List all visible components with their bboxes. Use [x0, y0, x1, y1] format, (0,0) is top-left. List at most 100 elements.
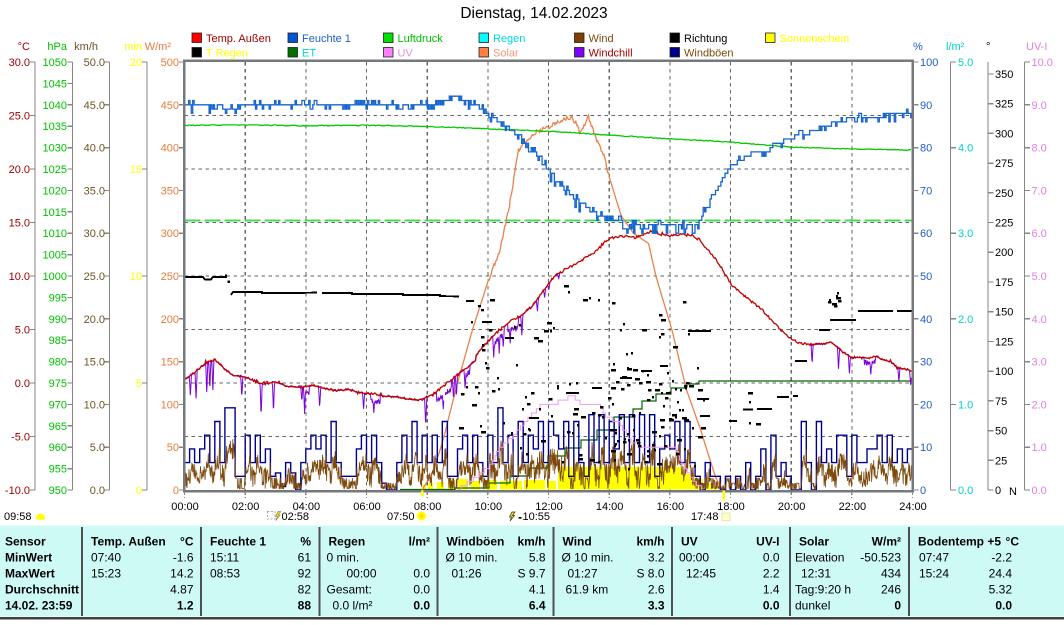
- svg-text:5.8: 5.8: [529, 551, 546, 565]
- svg-text:82: 82: [298, 583, 312, 597]
- svg-text:W/m²: W/m²: [872, 535, 901, 549]
- svg-text:Durchschnitt: Durchschnitt: [5, 583, 79, 597]
- svg-text:04:00: 04:00: [293, 501, 321, 513]
- svg-text:200: 200: [161, 314, 179, 326]
- svg-text:0.0: 0.0: [15, 378, 30, 390]
- svg-text:°C: °C: [1006, 535, 1020, 549]
- svg-text:km/h: km/h: [636, 535, 664, 549]
- svg-text:17:48: 17:48: [691, 511, 719, 523]
- svg-text:3.2: 3.2: [648, 551, 665, 565]
- svg-text:5.0: 5.0: [15, 325, 30, 337]
- svg-text:1035: 1035: [43, 121, 67, 133]
- svg-text:1015: 1015: [43, 207, 67, 219]
- svg-text:250: 250: [995, 188, 1013, 200]
- svg-text:24:00: 24:00: [899, 501, 927, 513]
- svg-text:1.0: 1.0: [958, 399, 973, 411]
- svg-text:1030: 1030: [43, 143, 67, 155]
- svg-text:1020: 1020: [43, 185, 67, 197]
- svg-text:88: 88: [298, 599, 312, 613]
- svg-text:246: 246: [881, 583, 901, 597]
- svg-text:4.0: 4.0: [958, 143, 973, 155]
- svg-text:20: 20: [920, 399, 932, 411]
- svg-text:Windchill: Windchill: [589, 48, 633, 60]
- svg-text:61.9 km: 61.9 km: [566, 583, 609, 597]
- svg-text:Wind: Wind: [589, 33, 614, 45]
- svg-text:12:45: 12:45: [686, 567, 716, 581]
- svg-text:92: 92: [298, 567, 312, 581]
- svg-text:975: 975: [49, 378, 67, 390]
- svg-text:14.02. 23:59: 14.02. 23:59: [5, 599, 73, 613]
- svg-text:1025: 1025: [43, 164, 67, 176]
- svg-text:Regen: Regen: [329, 535, 366, 549]
- svg-text:960: 960: [49, 442, 67, 454]
- svg-text:UV: UV: [398, 48, 414, 60]
- svg-text:Richtung: Richtung: [684, 33, 727, 45]
- svg-text:90: 90: [920, 100, 932, 112]
- svg-text:Solar: Solar: [493, 48, 519, 60]
- svg-text:4.0: 4.0: [1032, 314, 1047, 326]
- svg-text:N: N: [1009, 486, 1017, 498]
- svg-text:0.0: 0.0: [1032, 485, 1047, 497]
- svg-text:150: 150: [161, 357, 179, 369]
- svg-text:°C: °C: [18, 41, 30, 53]
- svg-text:08:00: 08:00: [414, 501, 442, 513]
- svg-text:80: 80: [920, 143, 932, 155]
- svg-text:125: 125: [995, 336, 1013, 348]
- svg-text:Luftdruck: Luftdruck: [398, 33, 444, 45]
- svg-text:10:55: 10:55: [523, 511, 551, 523]
- svg-text:2.0: 2.0: [1032, 399, 1047, 411]
- svg-text:-5.0: -5.0: [11, 432, 30, 444]
- svg-text:1050: 1050: [43, 57, 67, 69]
- svg-text:°: °: [986, 41, 990, 53]
- svg-text:Gesamt:: Gesamt:: [327, 583, 372, 597]
- svg-text:5.32: 5.32: [989, 583, 1013, 597]
- svg-text:km/h: km/h: [517, 535, 545, 549]
- svg-text:15:23: 15:23: [91, 567, 121, 581]
- svg-text:08:53: 08:53: [210, 567, 240, 581]
- svg-text:km/h: km/h: [74, 41, 98, 53]
- svg-text:14.2: 14.2: [170, 567, 194, 581]
- svg-text:15:11: 15:11: [210, 551, 239, 565]
- svg-text:10.0: 10.0: [1032, 57, 1053, 69]
- svg-text:20.0: 20.0: [84, 314, 105, 326]
- svg-text:3.3: 3.3: [648, 599, 665, 613]
- svg-text:434: 434: [881, 567, 901, 581]
- svg-text:l/m²: l/m²: [946, 41, 965, 53]
- svg-text:W/m²: W/m²: [145, 41, 172, 53]
- svg-text:965: 965: [49, 421, 67, 433]
- svg-text:25.0: 25.0: [9, 111, 30, 123]
- svg-text:175: 175: [995, 277, 1013, 289]
- svg-text:15.0: 15.0: [9, 218, 30, 230]
- svg-text:15.0: 15.0: [84, 357, 105, 369]
- svg-text:50: 50: [167, 442, 179, 454]
- svg-text:MinWert: MinWert: [5, 551, 52, 565]
- svg-text:10: 10: [920, 442, 932, 454]
- svg-text:250: 250: [161, 271, 179, 283]
- svg-text:24.4: 24.4: [989, 567, 1013, 581]
- svg-text:200: 200: [995, 247, 1013, 259]
- svg-text:0: 0: [136, 485, 142, 497]
- svg-text:300: 300: [995, 128, 1013, 140]
- svg-text:980: 980: [49, 357, 67, 369]
- svg-text:UV: UV: [681, 535, 698, 549]
- svg-text:10:00: 10:00: [475, 501, 503, 513]
- svg-text:00:00: 00:00: [679, 551, 709, 565]
- svg-text:990: 990: [49, 314, 67, 326]
- svg-text:0.0: 0.0: [413, 583, 430, 597]
- svg-text:5.0: 5.0: [90, 442, 105, 454]
- svg-text:7.0: 7.0: [1032, 185, 1047, 197]
- svg-text:4.1: 4.1: [529, 583, 546, 597]
- svg-text:-10.0: -10.0: [5, 485, 30, 497]
- svg-text:ET: ET: [302, 48, 316, 60]
- svg-text:1.4: 1.4: [763, 583, 780, 597]
- svg-text:995: 995: [49, 292, 67, 304]
- svg-text:3.0: 3.0: [1032, 357, 1047, 369]
- svg-text:Bodentemp +5: Bodentemp +5: [918, 535, 1001, 549]
- svg-text:30.0: 30.0: [9, 57, 30, 69]
- svg-text:1000: 1000: [43, 271, 67, 283]
- svg-text:Feuchte 1: Feuchte 1: [302, 33, 351, 45]
- svg-text:Tag:9:20 h: Tag:9:20 h: [795, 583, 851, 597]
- svg-text:30.0: 30.0: [84, 228, 105, 240]
- svg-text:Wind: Wind: [563, 535, 592, 549]
- svg-text:500: 500: [161, 57, 179, 69]
